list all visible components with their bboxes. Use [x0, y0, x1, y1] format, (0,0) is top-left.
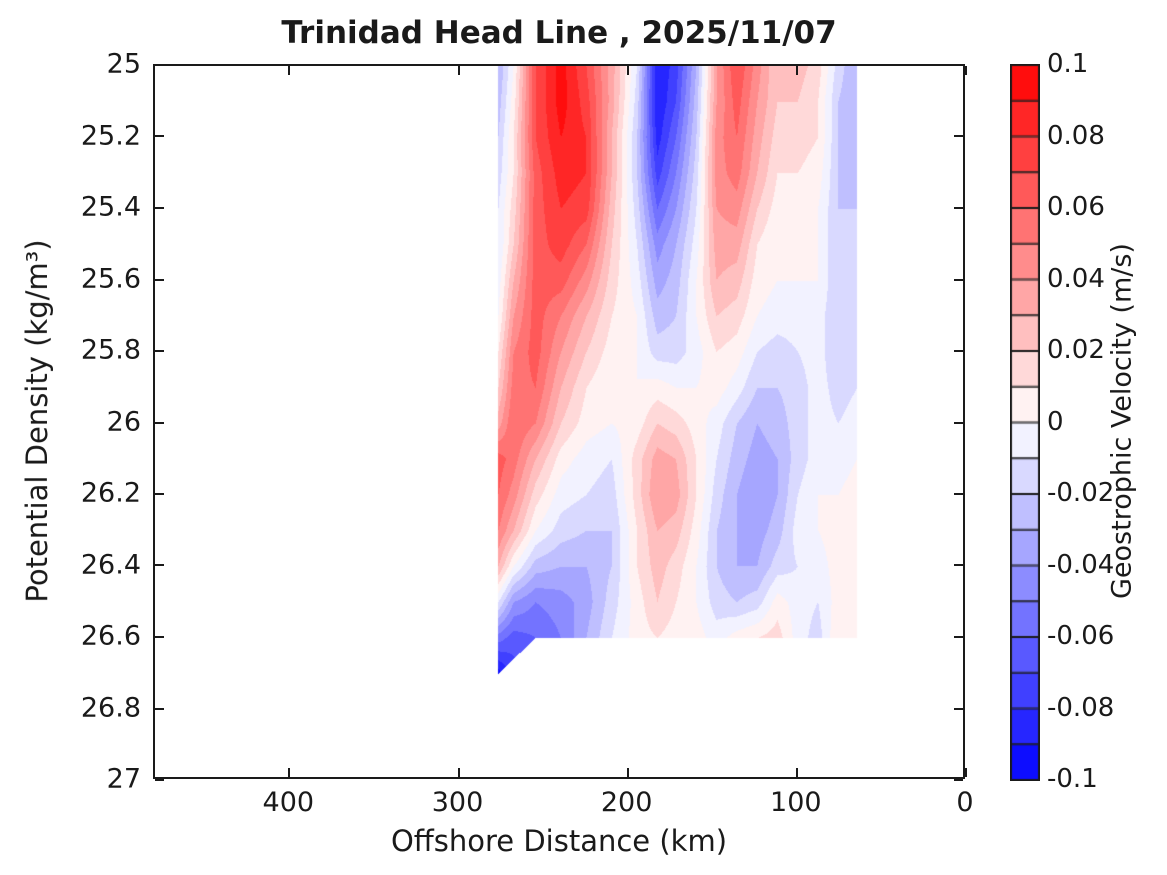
y-tick-label: 25 [106, 48, 141, 80]
y-tick-mark [954, 779, 963, 781]
contour-field [155, 66, 963, 777]
y-tick-mark [155, 493, 164, 495]
colorbar-tick-label: -0.04 [1047, 549, 1115, 580]
y-tick-label: 26 [106, 406, 141, 437]
y-tick-mark [155, 422, 164, 424]
y-tick-mark [954, 207, 963, 209]
x-tick-mark [796, 66, 798, 75]
y-tick-mark [954, 636, 963, 638]
colorbar-tick-label: -0.06 [1047, 621, 1115, 651]
colorbar-tick-label: 0.1 [1047, 49, 1089, 79]
y-axis-label: Potential Density (kg/m³) [20, 239, 54, 603]
colorbar-tick-label: -0.02 [1047, 478, 1115, 508]
x-tick-mark [627, 768, 629, 777]
y-tick-label: 26.4 [80, 549, 141, 580]
colorbar-tick-label: 0.04 [1047, 263, 1105, 294]
colorbar-label: Geostrophic Velocity (m/s) [1106, 243, 1138, 599]
y-tick-label: 25.4 [80, 191, 141, 223]
y-tick-mark [155, 135, 164, 137]
y-tick-mark [155, 207, 164, 209]
x-tick-mark [796, 768, 798, 777]
y-tick-mark [155, 350, 164, 352]
y-tick-mark [954, 708, 963, 710]
y-tick-label: 25.6 [80, 263, 141, 294]
x-tick-label: 0 [956, 787, 974, 818]
colorbar-tick-label: 0.08 [1047, 120, 1105, 151]
y-tick-mark [954, 493, 963, 495]
y-tick-label: 26.8 [80, 692, 141, 723]
colorbar-tick-label: -0.08 [1047, 692, 1115, 723]
y-tick-label: 27 [106, 763, 141, 795]
y-tick-mark [155, 64, 164, 66]
y-tick-mark [155, 279, 164, 281]
y-tick-label: 25.2 [80, 120, 141, 151]
x-tick-label: 400 [262, 787, 315, 818]
colorbar-tick-label: 0 [1047, 406, 1064, 437]
y-tick-mark [155, 708, 164, 710]
plot-area [153, 64, 967, 781]
chart-title: Trinidad Head Line , 2025/11/07 [281, 15, 837, 51]
y-tick-mark [155, 779, 164, 781]
x-tick-label: 100 [770, 787, 822, 818]
colorbar-tick-label: -0.1 [1047, 764, 1098, 794]
colorbar [1010, 64, 1040, 781]
y-tick-mark [954, 350, 963, 352]
y-tick-mark [155, 564, 164, 566]
x-tick-mark [627, 66, 629, 75]
x-tick-mark [965, 66, 967, 75]
x-tick-mark [288, 768, 290, 777]
y-tick-label: 25.8 [80, 334, 141, 366]
y-tick-mark [155, 636, 164, 638]
y-tick-mark [954, 422, 963, 424]
y-tick-mark [954, 64, 963, 66]
y-tick-mark [954, 279, 963, 281]
x-tick-label: 200 [600, 787, 653, 818]
x-axis-label: Offshore Distance (km) [390, 824, 728, 858]
y-tick-mark [954, 564, 963, 566]
y-tick-label: 26.6 [80, 620, 141, 652]
colorbar-tick-label: 0.02 [1047, 335, 1105, 365]
x-tick-mark [458, 66, 460, 75]
y-tick-label: 26.2 [80, 477, 141, 509]
x-tick-label: 300 [431, 787, 484, 818]
x-tick-mark [458, 768, 460, 777]
x-tick-mark [965, 768, 967, 777]
colorbar-tick-label: 0.06 [1047, 192, 1105, 222]
y-tick-mark [954, 135, 963, 137]
x-tick-mark [288, 66, 290, 75]
